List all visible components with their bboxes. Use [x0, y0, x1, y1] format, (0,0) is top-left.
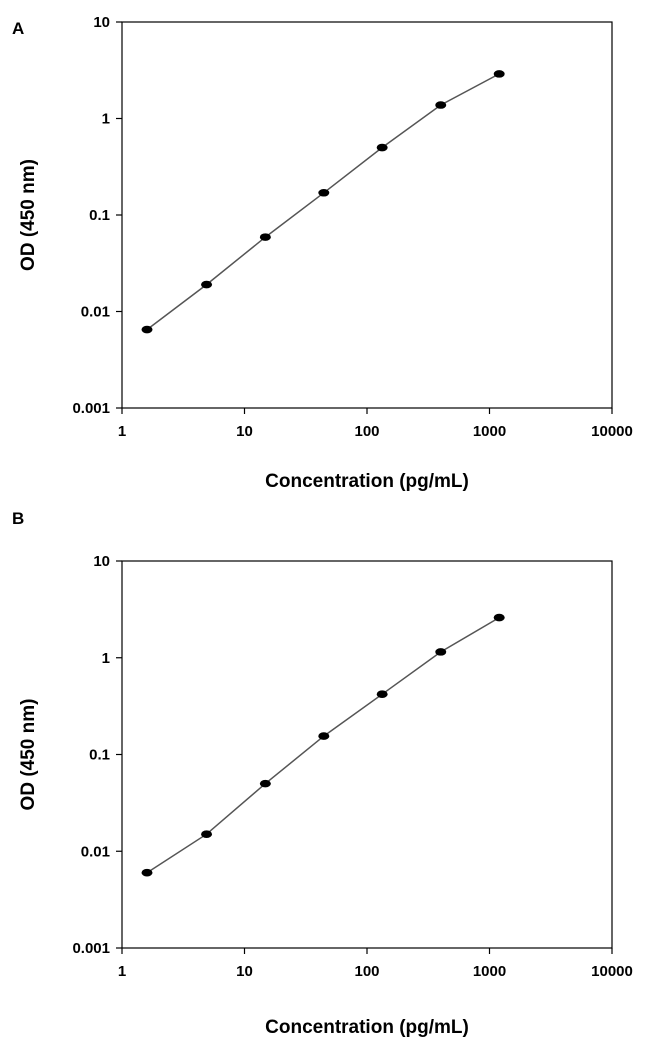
y-tick-label: 1 — [102, 111, 110, 128]
data-point — [318, 188, 330, 197]
y-tick-label: 0.001 — [72, 400, 110, 417]
plot-area-frame — [121, 560, 613, 949]
x-tick-label: 1000 — [473, 963, 506, 980]
x-axis-title: Concentration (pg/mL) — [265, 471, 469, 492]
x-tick-label: 10000 — [591, 963, 633, 980]
plot-area-frame — [121, 21, 613, 409]
data-point — [435, 101, 447, 109]
panel-a: A 0.001 0.01 0.1 1 10 1 10 100 1000 10000 Concentra… — [12, 14, 633, 492]
data-point — [376, 143, 388, 152]
panel-label: B — [12, 509, 24, 528]
data-point — [435, 648, 447, 656]
y-tick-label: 1 — [102, 650, 110, 667]
data-point — [318, 732, 330, 740]
series-line — [146, 616, 500, 874]
series-line — [146, 73, 500, 331]
data-point — [201, 280, 213, 289]
panel-label: A — [12, 19, 24, 38]
data-point — [376, 690, 388, 699]
data-point — [141, 325, 153, 334]
x-tick-label: 1 — [118, 963, 126, 980]
data-point — [201, 830, 213, 839]
x-tick-label: 10 — [236, 963, 253, 980]
data-point — [259, 779, 271, 788]
y-tick-label: 10 — [93, 14, 110, 31]
y-axis-title: OD (450 nm) — [18, 699, 39, 811]
y-tick-label: 10 — [93, 553, 110, 570]
x-tick-label: 100 — [354, 963, 379, 980]
y-tick-label: 0.1 — [89, 207, 110, 224]
panel-b: B 0.001 0.01 0.1 1 10 1 10 100 1000 10000 Concentra… — [12, 509, 633, 1038]
x-axis-title: Concentration (pg/mL) — [265, 1017, 469, 1038]
y-axis-title: OD (450 nm) — [18, 159, 39, 271]
data-point — [141, 868, 153, 877]
y-tick-label: 0.01 — [81, 843, 110, 860]
data-point — [493, 70, 505, 78]
x-tick-label: 1 — [118, 423, 126, 440]
x-tick-label: 1000 — [473, 423, 506, 440]
y-tick-label: 0.1 — [89, 747, 110, 764]
x-tick-label: 10 — [236, 423, 253, 440]
x-tick-label: 100 — [354, 423, 379, 440]
x-tick-label: 10000 — [591, 423, 633, 440]
y-tick-label: 0.001 — [72, 940, 110, 957]
data-point — [259, 233, 271, 241]
data-point — [493, 613, 505, 622]
y-tick-label: 0.01 — [81, 304, 110, 321]
